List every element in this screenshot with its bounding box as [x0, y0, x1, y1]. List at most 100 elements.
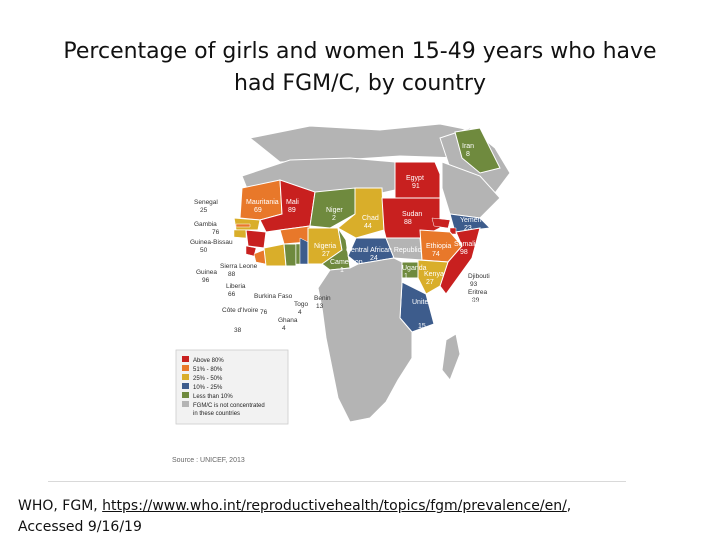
region-southern-africa — [317, 257, 413, 423]
country-egypt — [394, 161, 441, 199]
footer-citation: WHO, FGM, https://www.who.int/reproducti… — [18, 496, 708, 538]
label-name-yemen: Yemen — [460, 217, 482, 224]
label-name-nigeria: Nigeria — [314, 243, 336, 250]
label-value-benin: 13 — [316, 303, 324, 310]
label-name-kenya: Kenya — [424, 271, 444, 278]
legend-swatch-above-80 — [182, 356, 189, 362]
legend-swatch-less-10 — [182, 392, 189, 398]
label-name-senegal: Senegal — [194, 199, 218, 206]
country-iran — [454, 127, 501, 174]
legend-swatch-25-50 — [182, 374, 189, 380]
legend-label-above-80: Above 80% — [193, 358, 224, 364]
label-name-chad: Chad — [362, 215, 379, 222]
country-labels: Iran 8 Egypt 91 Senegal 25 Mauritania 69… — [190, 143, 499, 334]
label-name-guinea: Guinea — [196, 269, 217, 276]
africa-map: Iran 8 Egypt 91 Senegal 25 Mauritania 69… — [150, 118, 590, 468]
country-somalia — [439, 227, 481, 295]
label-value-sierra-leone: 88 — [228, 271, 236, 278]
citation-accessed: Accessed 9/16/19 — [18, 519, 142, 535]
country-niger — [309, 187, 356, 229]
legend-swatch-not-concentrated — [182, 401, 189, 407]
label-name-egypt: Egypt — [406, 175, 424, 182]
label-name-tanzania: United Republic of Tanzania — [412, 299, 499, 306]
label-value-kenya: 27 — [426, 279, 434, 286]
label-name-liberia: Liberia — [226, 283, 246, 290]
citation-prefix: WHO, FGM, — [18, 498, 103, 514]
country-eritrea — [431, 217, 451, 229]
label-name-sierra-leone: Sierra Leone — [220, 263, 258, 270]
label-value-yemen: 23 — [464, 225, 472, 232]
country-cote-divoire — [263, 243, 287, 267]
label-name-benin: Benin — [314, 295, 331, 302]
country-kenya — [417, 259, 449, 295]
title-line-2: had FGM/C, by country — [234, 71, 486, 96]
map-legend: Above 80% 51% - 80% 25% - 50% 10% - 25% … — [175, 349, 289, 425]
country-guinea — [245, 229, 267, 249]
label-name-gambia: Gambia — [194, 221, 217, 228]
citation-link[interactable]: https://www.who.int/reproductivehealth/t… — [102, 498, 567, 514]
label-value-ghana: 4 — [282, 325, 286, 332]
region-madagascar — [441, 333, 461, 381]
label-name-uganda: Uganda — [402, 265, 427, 272]
country-benin — [299, 237, 309, 265]
label-name-mali: Mali — [286, 199, 299, 206]
label-value-guinea: 96 — [202, 277, 210, 284]
citation-suffix: , — [566, 498, 572, 514]
label-name-togo: Togo — [294, 301, 308, 308]
legend-swatch-51-80 — [182, 365, 189, 371]
label-value-iran: 8 — [466, 151, 470, 158]
label-value-ethiopia: 74 — [432, 251, 440, 258]
country-gambia — [235, 223, 251, 228]
label-name-guinea-bissau: Guinea-Bissau — [190, 239, 233, 246]
legend-label-25-50: 25% - 50% — [193, 376, 223, 382]
label-value-sudan: 88 — [404, 219, 412, 226]
label-value-mali: 89 — [288, 207, 296, 214]
legend-label-not-concentrated-2: in these countries — [193, 411, 240, 417]
label-value-togo: 4 — [298, 309, 302, 316]
label-value-niger: 2 — [332, 215, 336, 222]
legend-label-not-concentrated: FGM/C is not concentrated — [193, 403, 265, 409]
label-name-ghana: Ghana — [278, 317, 298, 324]
country-guinea-bissau — [233, 229, 247, 239]
divider — [48, 481, 626, 482]
label-name-cameroon: Cameroon — [330, 259, 363, 266]
country-togo — [295, 243, 301, 265]
label-value-djibouti: 93 — [470, 281, 478, 288]
label-name-sudan: Sudan — [402, 211, 422, 218]
label-name-niger: Niger — [326, 207, 343, 214]
label-name-mauritania: Mauritania — [246, 199, 279, 206]
label-name-cote-divoire: Côte d'Ivoire — [222, 307, 259, 314]
legend-label-10-25: 10% - 25% — [193, 385, 223, 391]
label-name-iran: Iran — [462, 143, 474, 150]
label-value-liberia: 66 — [228, 291, 236, 298]
label-value-gambia: 76 — [212, 229, 220, 236]
label-value-cameroon: 1 — [340, 267, 344, 274]
legend-box — [175, 349, 289, 425]
label-value-burkina-faso: 76 — [260, 309, 268, 316]
label-name-burkina-faso: Burkina Faso — [254, 293, 293, 300]
label-value-senegal: 25 — [200, 207, 208, 214]
legend-label-51-80: 51% - 80% — [193, 367, 223, 373]
label-value-egypt: 91 — [412, 183, 420, 190]
citation-line-1: WHO, FGM, https://www.who.int/reproducti… — [18, 496, 708, 517]
label-name-ethiopia: Ethiopia — [426, 243, 451, 250]
label-value-chad: 44 — [364, 223, 372, 230]
label-name-car: Central African Republic — [346, 247, 422, 254]
map-source: Source : UNICEF, 2013 — [172, 457, 245, 464]
label-value-guinea-bissau: 50 — [200, 247, 208, 254]
legend-swatch-10-25 — [182, 383, 189, 389]
country-ghana — [283, 243, 297, 267]
slide-title: Percentage of girls and women 15-49 year… — [40, 36, 680, 100]
label-value-car: 24 — [370, 255, 378, 262]
label-name-djibouti: Djibouti — [468, 273, 490, 280]
label-name-eritrea: Eritrea — [468, 289, 488, 296]
title-line-1: Percentage of girls and women 15-49 year… — [63, 39, 657, 64]
label-name-somalia: Somalia — [454, 241, 479, 248]
country-sierra-leone — [245, 245, 257, 257]
label-value-tanzania: 15 — [418, 323, 426, 330]
label-value-cote-divoire: 38 — [234, 327, 242, 334]
label-value-eritrea: 89 — [472, 297, 480, 304]
label-value-somalia: 98 — [460, 249, 468, 256]
label-value-nigeria: 27 — [322, 251, 330, 258]
map-svg: Iran 8 Egypt 91 Senegal 25 Mauritania 69… — [150, 118, 590, 468]
